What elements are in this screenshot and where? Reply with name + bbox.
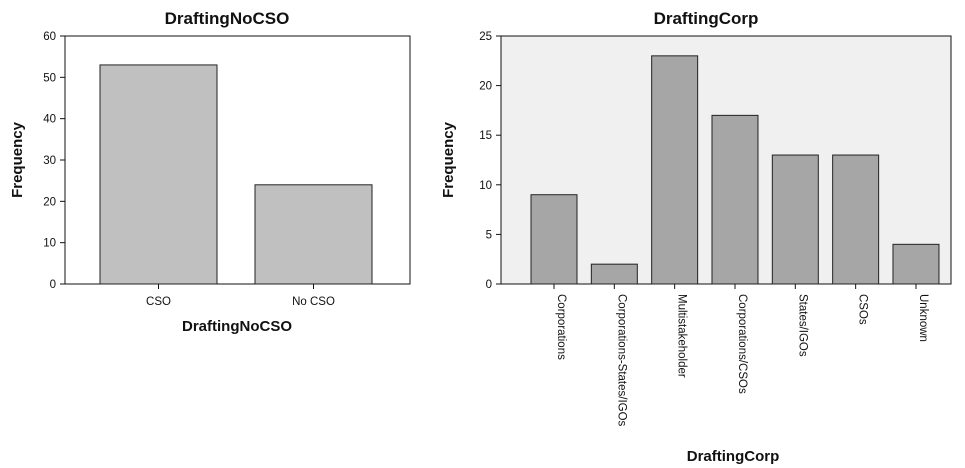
x-axis-label: DraftingNoCSO (182, 318, 292, 335)
x-tick-label: CSO (146, 296, 171, 308)
bar-corporations (530, 194, 578, 285)
y-tick-label: 25 (479, 31, 492, 43)
x-axis: CSO No CSO (146, 284, 335, 308)
y-tick-label: 5 (486, 229, 492, 241)
bar-csos (832, 154, 880, 285)
y-axis-label: Frequency (9, 121, 26, 198)
x-tick-label: Corporations (555, 294, 567, 360)
bar-no-cso (254, 184, 373, 285)
y-tick-label: 30 (43, 155, 56, 167)
chart-title: DraftingNoCSO (165, 9, 290, 28)
x-tick-label: Corporations-States/IGOs (615, 294, 627, 427)
x-tick-label: Corporations/CSOs (736, 294, 748, 394)
x-tick-label: Unknown (917, 294, 929, 342)
y-axis: 0 5 10 15 20 25 (479, 31, 501, 291)
y-tick-label: 0 (50, 279, 56, 291)
y-axis-label: Frequency (440, 121, 457, 198)
y-tick-label: 60 (43, 31, 56, 43)
x-axis-label: DraftingCorp (687, 448, 780, 465)
y-tick-label: 40 (43, 114, 56, 126)
bar-corporations-states-igos (590, 263, 638, 285)
chart-drafting-no-cso: DraftingNoCSO 0 10 20 30 40 50 60 CSO No CSO Dr… (9, 9, 411, 335)
x-axis: Corporations Corporations-States/IGOs Mult… (553, 284, 929, 427)
bar-corporations-csos (711, 114, 759, 285)
y-tick-label: 10 (43, 238, 56, 250)
bars (99, 64, 373, 285)
bars (530, 55, 940, 285)
x-tick-label: Multistakeholder (676, 294, 688, 378)
bar-cso (99, 64, 218, 285)
x-tick-label: States/IGOs (796, 294, 808, 357)
y-tick-label: 20 (479, 81, 492, 93)
y-axis: 0 10 20 30 40 50 60 (43, 31, 65, 291)
y-tick-label: 10 (479, 180, 492, 192)
bar-multistakeholder (651, 55, 699, 285)
y-tick-label: 0 (486, 279, 492, 291)
x-tick-label: CSOs (857, 294, 869, 325)
y-tick-label: 50 (43, 72, 56, 84)
bar-states-igos (771, 154, 819, 285)
y-tick-label: 15 (479, 130, 492, 142)
chart-title: DraftingCorp (654, 9, 759, 28)
y-tick-label: 20 (43, 196, 56, 208)
bar-unknown (892, 243, 940, 285)
x-tick-label: No CSO (292, 296, 335, 308)
